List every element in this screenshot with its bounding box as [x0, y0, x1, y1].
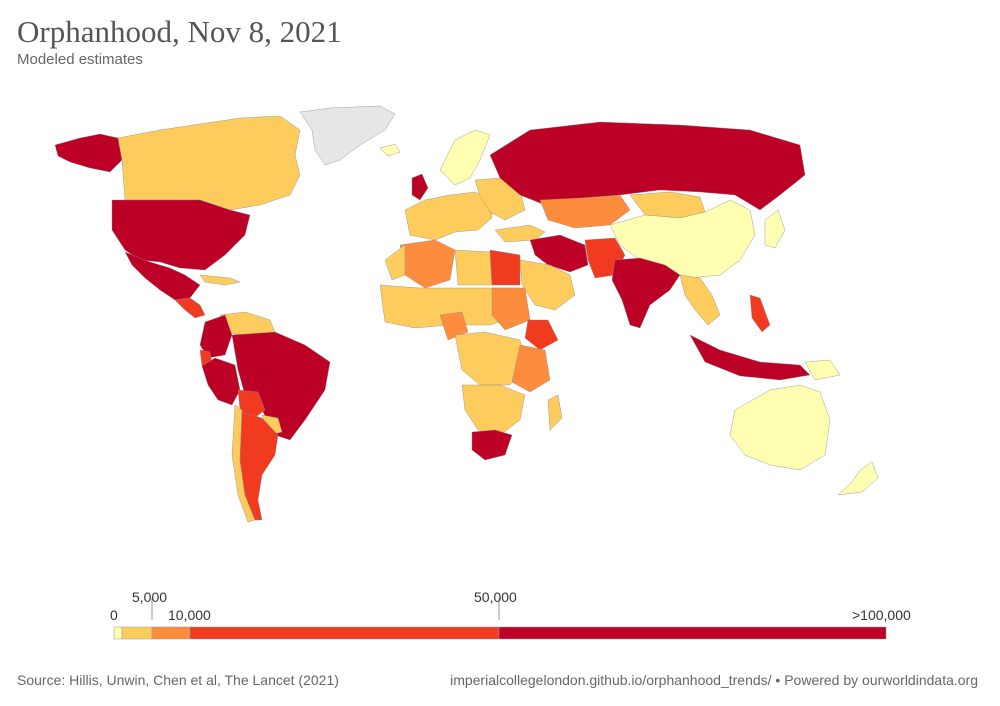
region-indonesia[interactable]	[689, 334, 811, 381]
legend-label-100000: >100,000	[852, 607, 911, 623]
source-note: Source: Hillis, Unwin, Chen et al, The L…	[17, 672, 339, 688]
region-argentina[interactable]	[239, 411, 279, 521]
region-ethiopia[interactable]	[524, 319, 559, 351]
region-turkey[interactable]	[494, 224, 546, 243]
color-legend: 0 5,000 10,000 50,000 >100,000	[110, 589, 911, 640]
region-philippines[interactable]	[749, 294, 771, 333]
page-subtitle: Modeled estimates	[17, 51, 143, 68]
region-caribbean[interactable]	[199, 274, 241, 286]
region-morocco[interactable]	[384, 244, 406, 281]
region-canada[interactable]	[117, 115, 301, 211]
region-greenland[interactable]	[299, 105, 396, 166]
region-kazakhstan[interactable]	[539, 194, 631, 229]
legend-label-50000: 50,000	[474, 589, 517, 605]
region-iceland[interactable]	[379, 143, 401, 157]
legend-label-10000: 10,000	[168, 607, 211, 623]
page-title: Orphanhood, Nov 8, 2021	[17, 14, 342, 49]
world-map[interactable]	[0, 100, 1000, 560]
region-india[interactable]	[611, 257, 681, 329]
legend-swatch-50000	[189, 626, 500, 640]
region-southeast-asia[interactable]	[679, 274, 721, 326]
region-usa[interactable]	[111, 199, 251, 271]
region-uk[interactable]	[411, 173, 429, 201]
region-mongolia[interactable]	[629, 191, 706, 219]
credit-note[interactable]: imperialcollegelondon.github.io/orphanho…	[450, 672, 978, 688]
region-colombia[interactable]	[199, 314, 233, 359]
legend-swatch-5000	[121, 626, 153, 640]
region-central-america[interactable]	[174, 297, 206, 319]
region-alaska[interactable]	[54, 133, 123, 173]
region-madagascar[interactable]	[547, 394, 563, 431]
region-russia[interactable]	[489, 121, 806, 211]
region-japan[interactable]	[764, 209, 786, 249]
legend-label-0: 0	[110, 607, 118, 623]
region-algeria[interactable]	[399, 239, 456, 289]
region-iran[interactable]	[529, 234, 589, 273]
region-sudan[interactable]	[491, 287, 531, 331]
region-png[interactable]	[804, 359, 841, 381]
region-scandinavia[interactable]	[439, 129, 491, 186]
region-libya[interactable]	[454, 249, 493, 286]
region-australia[interactable]	[729, 384, 831, 471]
legend-swatch-100000	[498, 626, 887, 640]
legend-swatch-0	[113, 626, 123, 640]
region-western-europe[interactable]	[404, 191, 493, 241]
region-southern-africa[interactable]	[461, 384, 526, 436]
legend-label-5000: 5,000	[132, 589, 167, 605]
legend-swatch-10000	[151, 626, 191, 640]
region-peru[interactable]	[201, 357, 241, 406]
region-east-africa[interactable]	[511, 344, 551, 393]
region-egypt[interactable]	[489, 249, 521, 286]
region-south-africa[interactable]	[471, 429, 513, 461]
region-new-zealand[interactable]	[837, 461, 879, 496]
region-bolivia[interactable]	[237, 389, 266, 421]
region-nigeria[interactable]	[439, 311, 469, 341]
